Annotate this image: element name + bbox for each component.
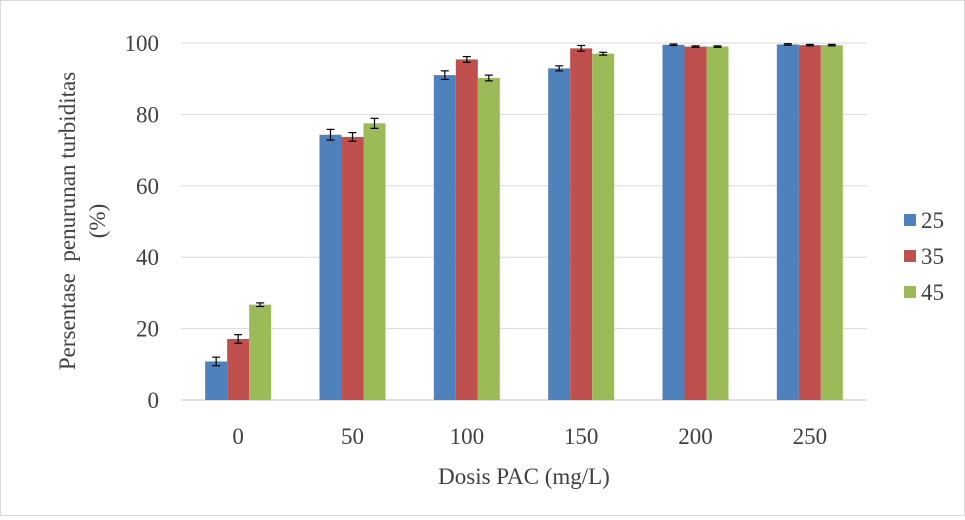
legend-label: 25 (921, 208, 944, 233)
legend-swatch-25 (904, 214, 916, 226)
bar-25-200 (662, 44, 685, 400)
bar-35-100 (455, 59, 478, 401)
x-tick-label: 0 (232, 424, 244, 449)
bar-45-150 (592, 53, 615, 401)
bar-25-0 (205, 361, 228, 400)
y-tick-label: 40 (136, 245, 159, 270)
bar-35-150 (570, 48, 593, 400)
error-bars (212, 43, 836, 367)
bar-45-0 (249, 304, 272, 400)
y-tick-label: 60 (136, 174, 159, 199)
bar-45-50 (363, 123, 386, 400)
x-tick-label: 250 (793, 424, 828, 449)
legend-label: 45 (921, 280, 944, 305)
bar-35-250 (798, 45, 821, 400)
bar-25-150 (548, 68, 571, 401)
bar-45-100 (477, 77, 500, 401)
y-tick-label: 0 (148, 388, 160, 413)
x-tick-label: 200 (678, 424, 713, 449)
y-axis-label-line: Persentase penurunan turbiditas (55, 72, 80, 370)
legend-swatch-45 (904, 286, 916, 298)
y-tick-labels: 0 20 40 60 80 100 (125, 31, 160, 413)
bar-45-250 (820, 45, 843, 400)
bars (205, 44, 843, 401)
bar-35-0 (227, 338, 250, 400)
bar-45-200 (706, 46, 729, 400)
x-tick-labels: 0 50 100 150 200 250 (232, 424, 827, 449)
x-tick-label: 100 (450, 424, 485, 449)
x-tick-label: 50 (341, 424, 364, 449)
gridlines (181, 42, 867, 401)
y-tick-label: 100 (125, 31, 160, 56)
y-axis-label-line: (%) (85, 204, 110, 238)
y-tick-label: 80 (136, 102, 159, 127)
bar-35-200 (684, 46, 707, 400)
x-tick-label: 150 (564, 424, 599, 449)
legend: 25 35 45 (904, 208, 944, 305)
bar-25-50 (319, 134, 342, 400)
x-axis-label: Dosis PAC (mg/L) (438, 464, 610, 489)
bar-25-250 (776, 44, 799, 400)
bar-35-50 (341, 136, 364, 401)
bar-25-100 (433, 75, 456, 400)
legend-label: 35 (921, 244, 944, 269)
y-tick-label: 20 (136, 317, 159, 342)
legend-swatch-35 (904, 250, 916, 262)
y-axis-label: Persentase penurunan turbiditas (%) (55, 72, 110, 370)
